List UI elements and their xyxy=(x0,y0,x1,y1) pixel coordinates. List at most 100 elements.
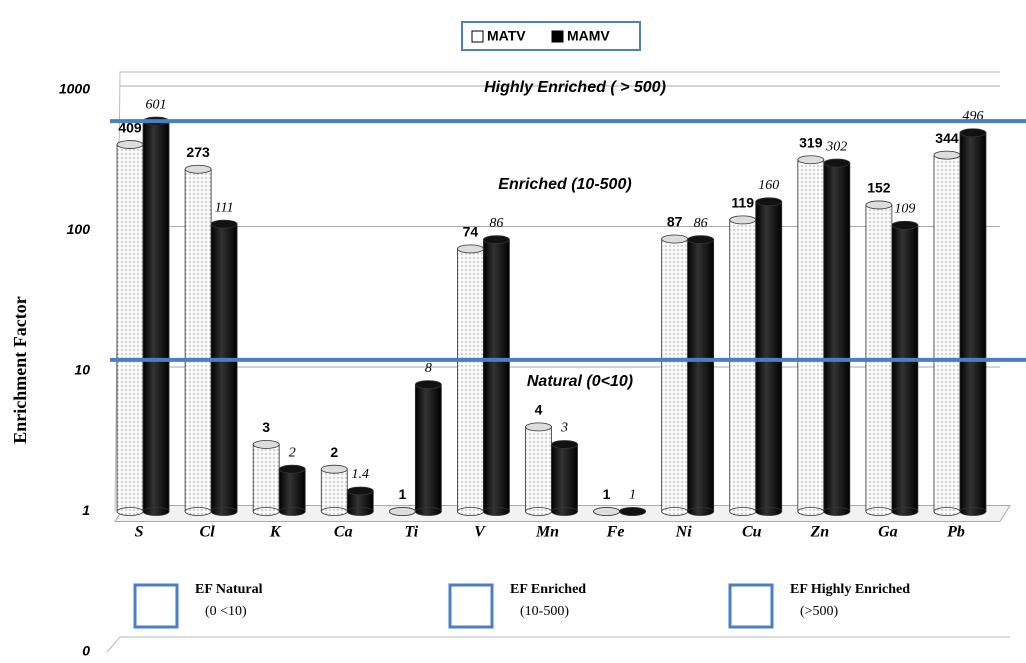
ef-name: EF Highly Enriched xyxy=(790,582,910,597)
bar-cap xyxy=(320,464,348,474)
x-tick-label: Cu xyxy=(742,524,762,541)
x-tick-label: S xyxy=(135,524,144,541)
bar xyxy=(891,224,919,512)
bar-cap xyxy=(891,220,919,230)
ef-range: (10-500) xyxy=(520,604,569,619)
bar-base xyxy=(210,507,238,516)
bar-base xyxy=(525,507,552,516)
bar-base xyxy=(865,507,893,516)
bar-cap xyxy=(346,486,374,496)
value-label: 2 xyxy=(330,444,338,460)
value-label: 1.4 xyxy=(352,467,370,482)
bar-base xyxy=(457,507,484,516)
value-label: 409 xyxy=(118,119,142,135)
x-tick-label: Ga xyxy=(878,524,898,541)
value-label: 111 xyxy=(215,200,234,215)
y-tick-label: 10 xyxy=(74,362,90,378)
value-label: 3 xyxy=(262,419,270,435)
ef-name: EF Enriched xyxy=(510,582,586,597)
bar-base xyxy=(959,507,987,516)
bar-cap xyxy=(593,507,620,516)
value-label: 152 xyxy=(867,180,891,196)
legend-label: MATV xyxy=(487,28,526,44)
bar-cap xyxy=(755,197,783,207)
bar xyxy=(551,444,578,512)
legend-box xyxy=(461,21,641,51)
bar-cap xyxy=(210,219,238,229)
bar-base xyxy=(755,507,783,516)
bar-base xyxy=(142,507,170,516)
legend-label: MAMV xyxy=(567,28,610,44)
bar-cap xyxy=(414,380,442,390)
x-tick-label: Zn xyxy=(809,524,829,541)
bar-base xyxy=(414,507,442,516)
value-label: 109 xyxy=(894,201,915,216)
bar-cap xyxy=(661,234,689,244)
value-label: 1 xyxy=(629,488,636,503)
ef-box xyxy=(448,583,494,629)
bar-base xyxy=(320,507,348,516)
bar xyxy=(525,426,552,512)
value-label: 4 xyxy=(535,402,543,418)
bar xyxy=(483,239,510,512)
x-tick-label: Pb xyxy=(946,524,965,541)
y-tick-label: 1000 xyxy=(59,81,90,97)
bar-base xyxy=(116,507,144,516)
bar xyxy=(755,201,783,512)
bar-cap xyxy=(729,215,757,225)
bar xyxy=(320,468,348,512)
bar xyxy=(687,239,715,512)
bar-cap xyxy=(116,140,144,149)
x-tick-label: Ti xyxy=(405,524,419,541)
bar xyxy=(797,159,825,512)
y-tick-label: 1 xyxy=(82,502,90,518)
bar xyxy=(142,120,170,512)
bar-base xyxy=(278,507,306,516)
x-tick-label: V xyxy=(474,524,486,541)
value-label: 2 xyxy=(289,445,296,460)
value-label: 74 xyxy=(463,224,479,240)
bar xyxy=(116,144,144,512)
bar-cap xyxy=(959,128,987,138)
ef-box xyxy=(133,583,179,629)
y-tick-label: 0 xyxy=(82,643,90,658)
bar-cap xyxy=(865,200,893,210)
bar-cap xyxy=(457,244,484,254)
bar-cap xyxy=(525,422,552,432)
value-label: 1 xyxy=(603,486,611,502)
value-label: 344 xyxy=(935,130,959,146)
value-label: 3 xyxy=(560,421,568,436)
value-label: 160 xyxy=(758,178,779,193)
value-label: 8 xyxy=(425,361,432,376)
bar-base xyxy=(823,507,851,516)
bar xyxy=(210,223,238,512)
bar-base xyxy=(661,507,689,516)
bar-cap xyxy=(797,155,825,165)
ef-range: (>500) xyxy=(800,604,839,619)
bar-cap xyxy=(551,440,578,449)
x-tick-label: Ca xyxy=(334,524,353,541)
bar-cap xyxy=(252,440,280,449)
bar-cap xyxy=(483,235,510,245)
value-label: 86 xyxy=(694,216,708,231)
x-tick-label: Fe xyxy=(606,524,625,541)
bar-base xyxy=(252,507,280,516)
bar-cap xyxy=(933,150,961,160)
y-axis-title: Enrichment Factor xyxy=(10,296,30,443)
bar xyxy=(278,468,306,512)
x-tick-label: Ni xyxy=(675,524,693,541)
bar-cap xyxy=(184,164,212,174)
value-label: 119 xyxy=(731,195,754,211)
y-tick-label: 100 xyxy=(67,221,91,237)
x-tick-label: Cl xyxy=(200,524,216,541)
annotation: Highly Enriched ( > 500) xyxy=(484,79,666,96)
bar xyxy=(184,168,212,512)
bar-cap xyxy=(823,158,851,168)
bar xyxy=(823,162,851,512)
bar xyxy=(729,219,757,512)
value-label: 87 xyxy=(667,214,683,230)
legend-swatch xyxy=(551,30,564,43)
value-label: 302 xyxy=(825,139,847,154)
bar-cap xyxy=(687,235,715,245)
bar-cap xyxy=(278,464,306,474)
